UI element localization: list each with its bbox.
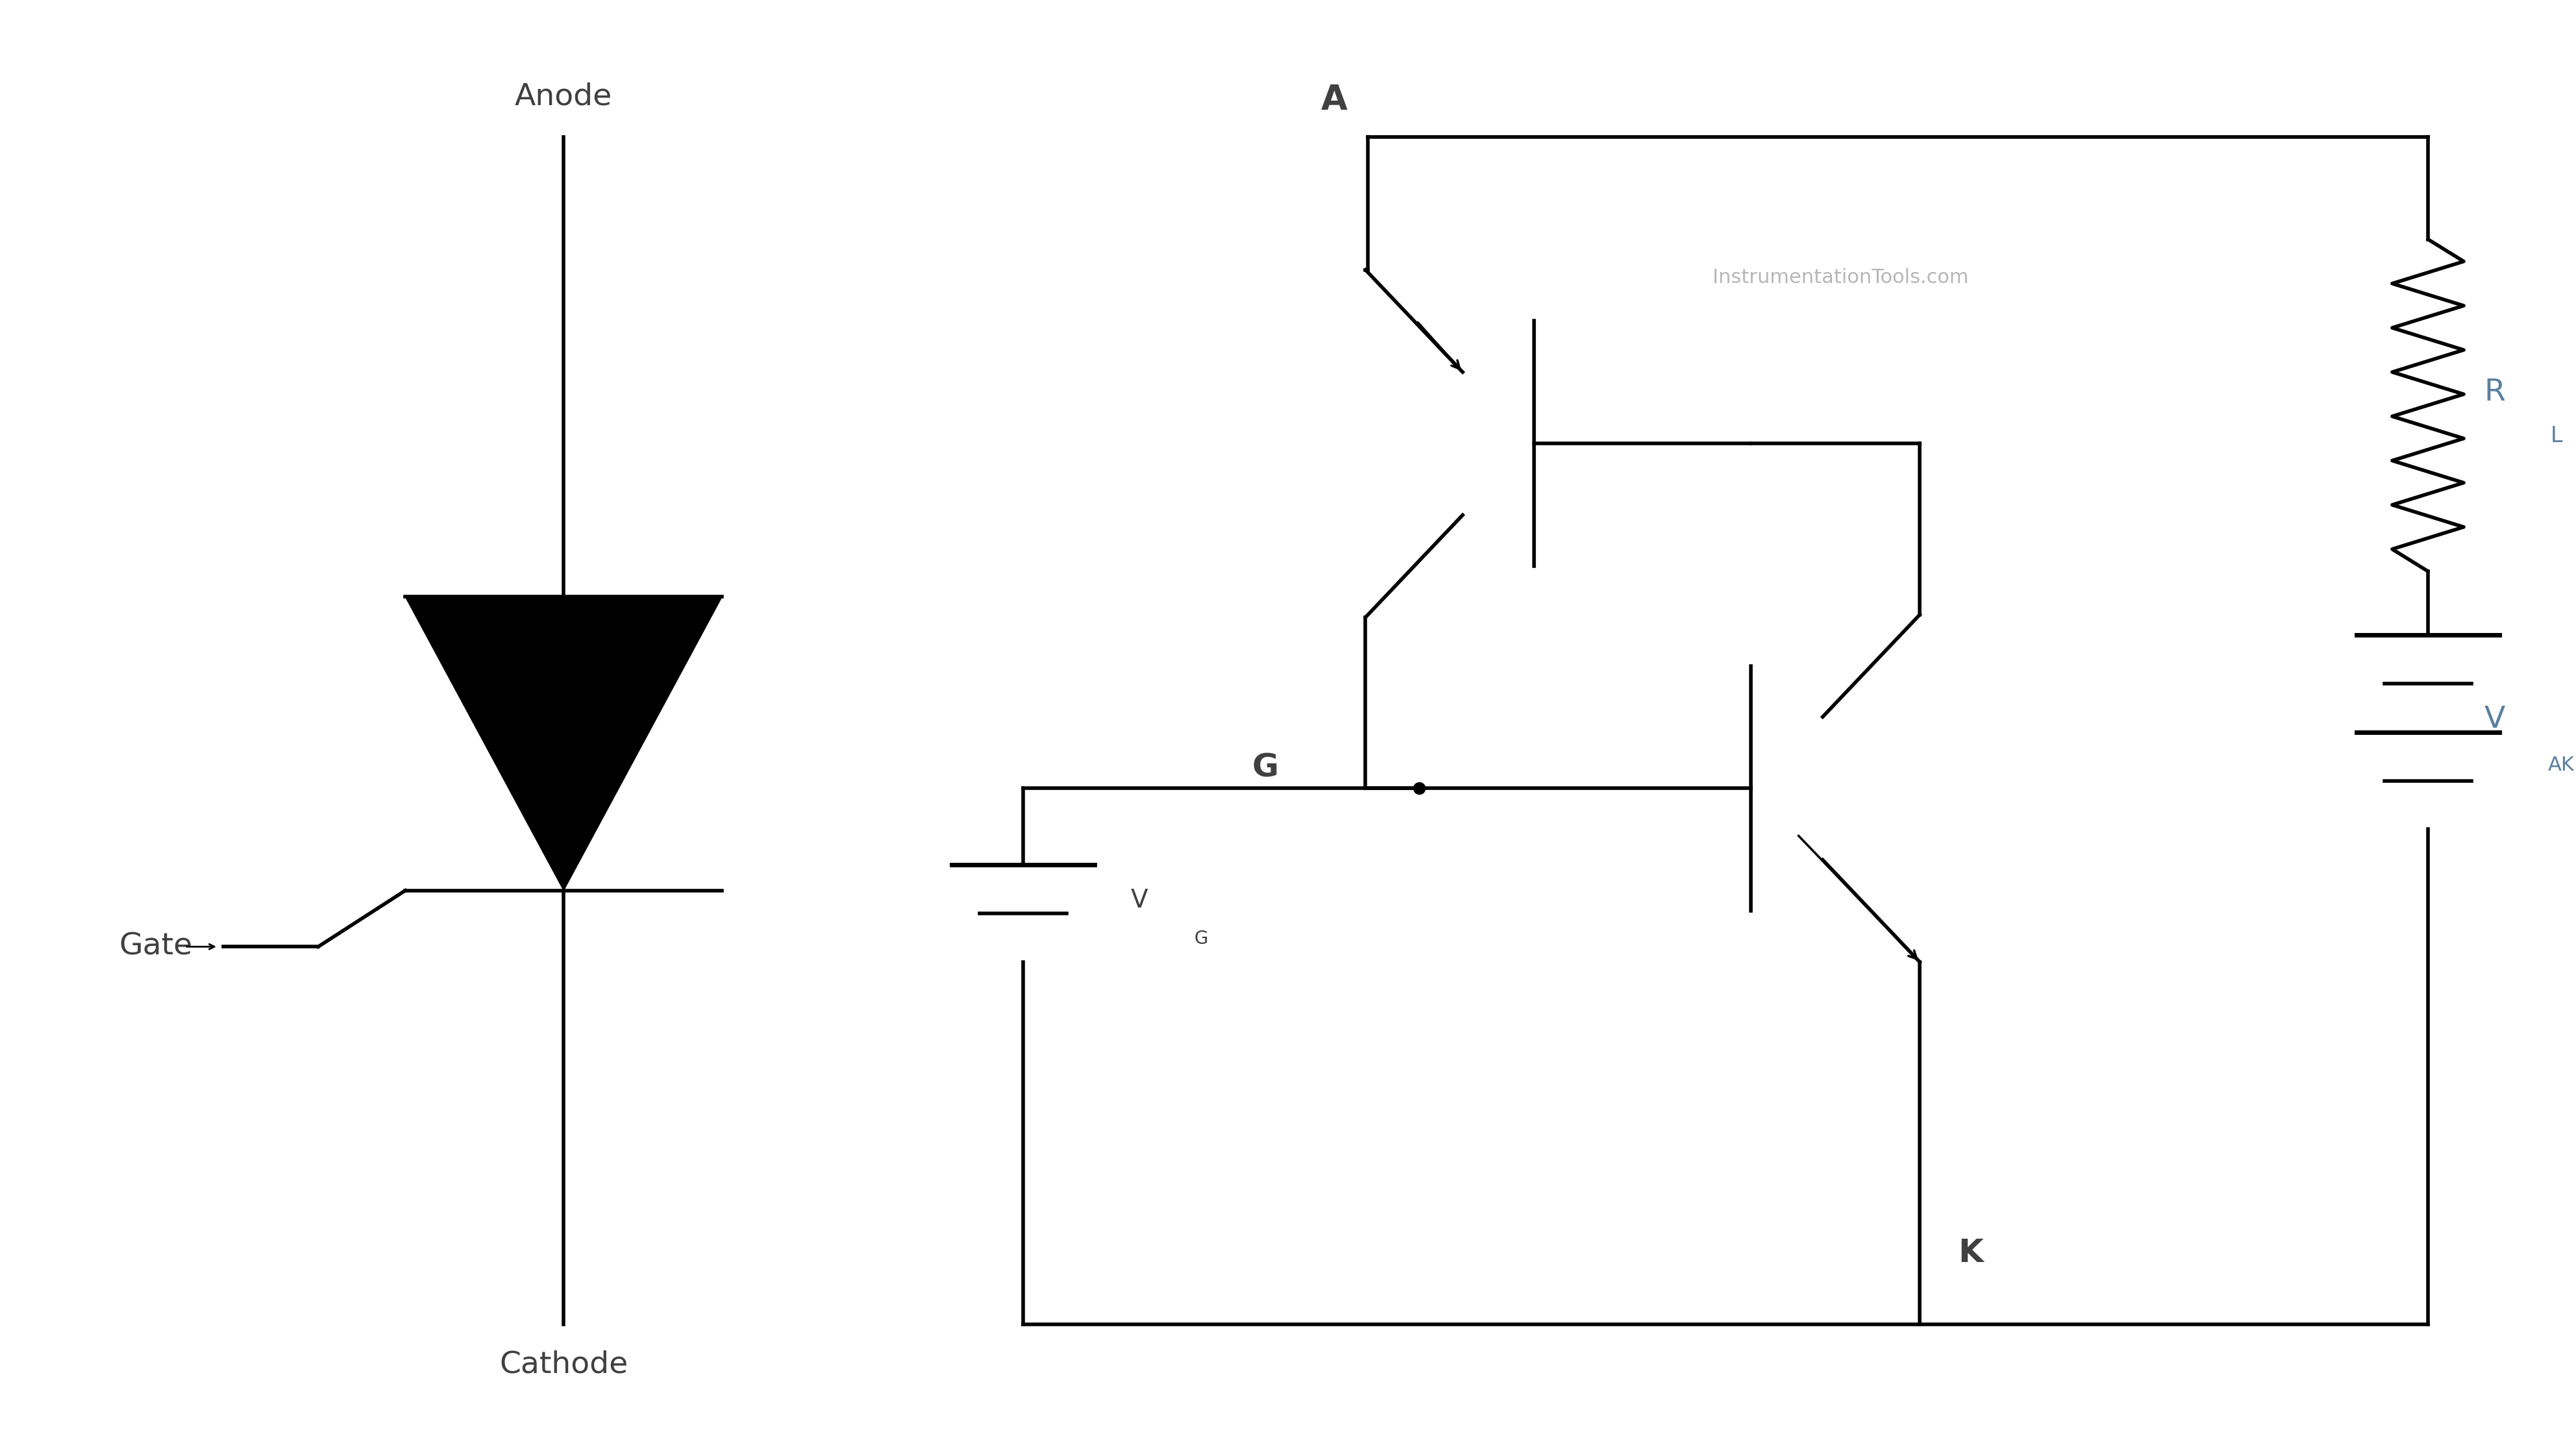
Text: InstrumentationTools.com: InstrumentationTools.com: [1713, 268, 1968, 287]
Text: K: K: [1958, 1237, 1984, 1268]
Text: G: G: [1195, 930, 1208, 948]
Text: L: L: [2550, 425, 2563, 446]
Text: R: R: [2483, 378, 2506, 407]
Text: Anode: Anode: [515, 83, 613, 112]
Polygon shape: [404, 597, 721, 891]
Text: G: G: [1252, 752, 1278, 784]
Text: A: A: [1321, 83, 1347, 117]
Text: V: V: [1131, 888, 1149, 913]
Text: AK: AK: [2548, 756, 2573, 775]
Text: V: V: [2483, 704, 2506, 735]
Text: Gate: Gate: [118, 932, 193, 961]
Text: Cathode: Cathode: [500, 1350, 629, 1379]
